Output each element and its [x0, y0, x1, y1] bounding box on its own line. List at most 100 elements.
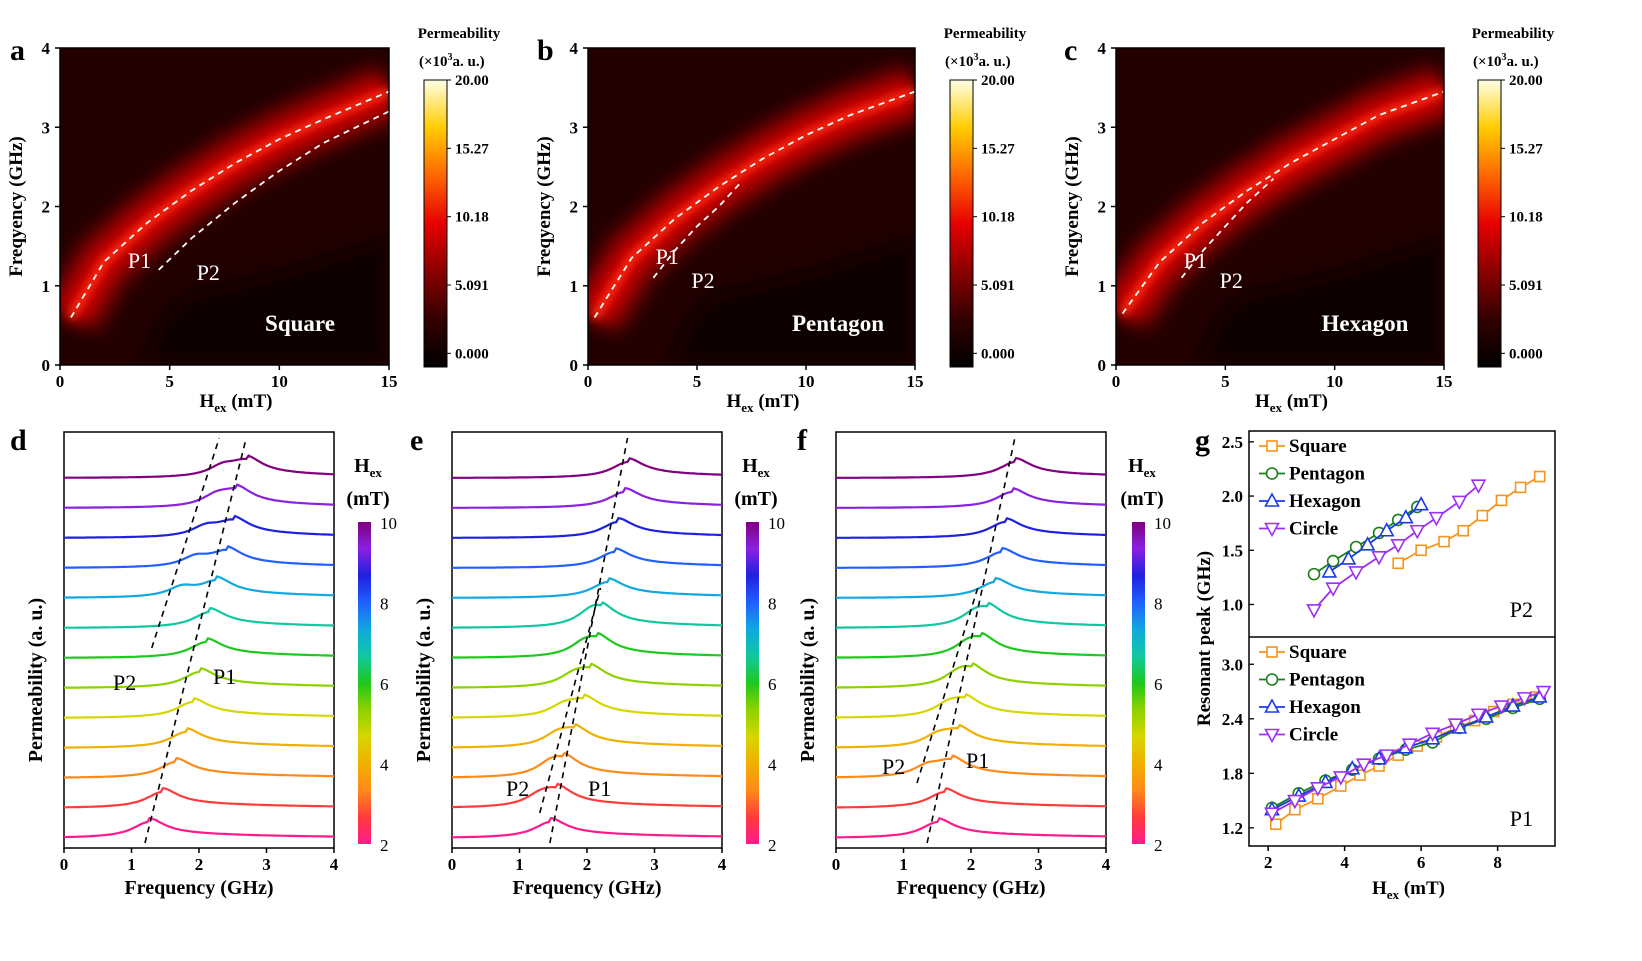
y-axis-label: Freqyency (GHz) — [6, 136, 27, 277]
legend-marker — [1266, 646, 1278, 658]
mode-label: P1 — [1510, 806, 1533, 831]
x-tick-label: 4 — [718, 855, 727, 874]
heatmap-layer — [1116, 63, 1444, 365]
colorbar — [358, 522, 371, 844]
x-axis-label: Frequency (GHz) — [896, 877, 1045, 899]
legend-marker — [1264, 698, 1280, 713]
x-tick-label: 0 — [56, 372, 65, 391]
data-point-triangle-down — [1535, 685, 1552, 701]
colorbar-unit: (mT) — [1120, 488, 1163, 510]
y-axis-label: Freqyency (GHz) — [534, 136, 555, 277]
spectrum-line — [64, 454, 335, 479]
spectrum-line — [452, 456, 723, 479]
p2-label: P2 — [506, 776, 529, 801]
x-axis-label-tail: (mT) — [227, 391, 273, 412]
y-tick-label: 2 — [570, 198, 579, 217]
y-tick-label: 3 — [42, 118, 51, 137]
colorbar-title: Hex — [1128, 455, 1156, 480]
x-tick-label: 0 — [60, 855, 69, 874]
colorbar-tick-label: 15.27 — [455, 141, 489, 157]
x-tick-label: 0 — [1112, 372, 1121, 391]
x-tick-label: 1 — [515, 855, 524, 874]
peak-trend-dashed-line — [549, 437, 629, 844]
data-point-triangle — [1413, 496, 1429, 511]
y-axis-label: Permeability (a. u.) — [413, 598, 435, 762]
colorbar-title-sub: ex — [758, 465, 771, 480]
spectrum-line — [64, 696, 335, 719]
data-point-triangle — [1397, 509, 1414, 524]
data-point-triangle-down — [1325, 582, 1341, 597]
x-axis-label-tail: (mT) — [1399, 878, 1445, 899]
data-point-triangle-down — [1470, 708, 1487, 723]
colorbar-unit-a: (×10 — [945, 54, 974, 70]
colorbar-title-main: H — [1128, 455, 1144, 477]
x-tick-label: 1 — [127, 855, 136, 874]
spectrum-line — [63, 666, 335, 689]
panel-letter: a — [10, 34, 25, 67]
colorbar-tick-label: 4 — [1154, 756, 1163, 775]
y-tick-label: 2 — [42, 198, 51, 217]
x-tick-label: 2 — [195, 855, 204, 874]
y-axis-label: Permeability (a. u.) — [797, 598, 819, 762]
x-axis-label-sub: ex — [214, 400, 227, 415]
p2-dashed-curve — [1180, 178, 1275, 279]
spectrum-line — [451, 631, 722, 659]
x-tick-label: 0 — [584, 372, 593, 391]
colorbar-title: Permeability — [1472, 26, 1555, 42]
y-tick-label: 0 — [42, 356, 51, 375]
x-axis-label-main: H — [1255, 391, 1270, 412]
panel-letter: f — [797, 424, 808, 457]
spectrum-line — [452, 816, 723, 839]
y-tick-label: 2.5 — [1222, 433, 1243, 452]
x-axis-label-sub: ex — [741, 400, 754, 415]
colorbar-unit: (mT) — [346, 488, 389, 510]
colorbar-tick-label: 5.091 — [455, 278, 489, 294]
colorbar-title: Hex — [742, 455, 770, 480]
colorbar-tick-label: 2 — [768, 836, 777, 855]
spectrum-line — [836, 786, 1106, 809]
colorbar-unit: (×103a. u.) — [945, 52, 1011, 70]
colorbar-unit: (×103a. u.) — [419, 52, 485, 70]
spectrum-line — [64, 726, 334, 749]
colorbar-tick-label: 15.27 — [1509, 141, 1543, 157]
x-tick-label: 1 — [899, 855, 908, 874]
x-tick-label: 15 — [381, 372, 398, 391]
colorbar-unit-a: (×10 — [419, 54, 448, 70]
colorbar-tick-label: 8 — [768, 595, 777, 614]
data-point-square — [1415, 544, 1427, 557]
data-point-triangle-down — [1428, 511, 1445, 527]
colorbar-tick-label: 8 — [1154, 595, 1163, 614]
x-axis-label-sub: ex — [1270, 400, 1283, 415]
colorbar-tick-label: 10 — [1154, 514, 1171, 533]
colorbar-title: Permeability — [418, 26, 501, 42]
y-tick-label: 0 — [1098, 356, 1107, 375]
x-axis-label: Hex (mT) — [727, 391, 800, 415]
p1-dashed-curve — [1121, 90, 1444, 315]
shape-label: Pentagon — [792, 311, 884, 336]
spectrum-line — [63, 816, 335, 839]
colorbar-unit-a: (×10 — [1473, 54, 1502, 70]
x-tick-label: 0 — [448, 855, 457, 874]
legend-label: Square — [1289, 642, 1347, 663]
colorbar-tick-label: 0.000 — [455, 346, 489, 362]
data-point-triangle-down — [1371, 550, 1387, 566]
colorbar-title-main: H — [354, 455, 370, 477]
colorbar-tick-label: 0.000 — [981, 346, 1015, 362]
x-tick-label: 10 — [271, 372, 288, 391]
spectrum-line — [452, 693, 722, 719]
x-tick-label: 15 — [1436, 372, 1453, 391]
y-tick-label: 1 — [42, 277, 51, 296]
peak-trend-dashed-line — [916, 587, 979, 784]
x-axis-label: Hex (mT) — [1255, 391, 1328, 415]
colorbar-title: Permeability — [944, 26, 1027, 42]
colorbar-tick-label: 6 — [768, 675, 777, 694]
y-tick-label: 3.0 — [1222, 655, 1243, 674]
x-axis-label-main: H — [727, 391, 742, 412]
colorbar-tick-label: 10.18 — [455, 210, 489, 226]
colorbar-tick-label: 20.00 — [455, 73, 489, 89]
mode-label: P2 — [1510, 597, 1533, 622]
spectrum-line — [64, 756, 335, 779]
colorbar-tick-label: 6 — [1154, 675, 1163, 694]
data-point-triangle-down — [1516, 692, 1533, 707]
